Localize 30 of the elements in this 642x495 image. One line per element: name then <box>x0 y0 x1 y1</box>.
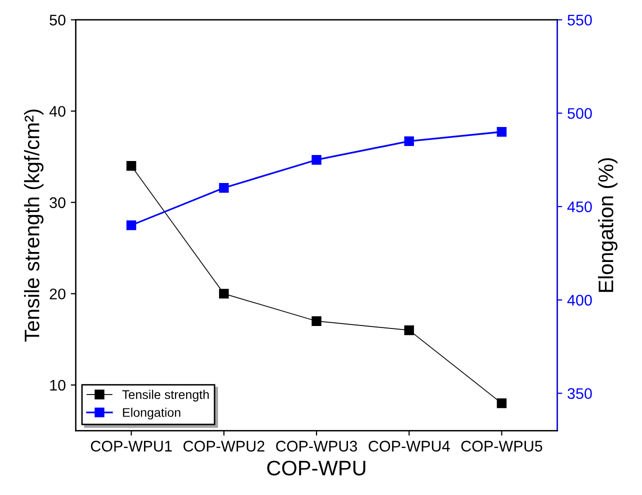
legend-label: Elongation <box>123 408 180 420</box>
y-axis-title: Tensile strength (kgf/cm²) <box>24 110 44 342</box>
point <box>219 288 229 299</box>
y-tick-label: 20 <box>50 288 66 300</box>
x-axis-title: COP-WPU <box>267 460 366 476</box>
y-tick-label: 40 <box>49 106 66 117</box>
y2-tick-label: 400 <box>567 294 592 306</box>
point <box>404 136 414 146</box>
y-tick-label: 10 <box>50 380 66 391</box>
x-tick-label: COP-WPU5 <box>461 440 542 452</box>
x-tick-label: COP-WPU1 <box>90 440 172 452</box>
point <box>496 398 507 408</box>
y2-tick-label: 500 <box>568 108 592 119</box>
legend-label: Tensile strength <box>122 390 209 402</box>
point <box>496 126 507 137</box>
y2-tick-label: 350 <box>568 388 592 399</box>
point <box>404 325 414 336</box>
point <box>126 220 136 230</box>
point <box>312 155 322 165</box>
point <box>219 183 229 193</box>
y-tick-label: 50 <box>50 14 66 26</box>
y2-tick-label: 450 <box>567 201 592 212</box>
point <box>312 316 322 326</box>
x-tick-label: COP-WPU4 <box>368 440 450 452</box>
y2-axis-title: Elongation (%) <box>598 158 618 292</box>
point <box>126 161 136 171</box>
y-tick-label: 30 <box>50 197 66 208</box>
x-tick-label: COP-WPU3 <box>276 440 357 452</box>
x-tick-label: COP-WPU2 <box>184 440 264 452</box>
y2-tick-label: 550 <box>568 14 592 26</box>
